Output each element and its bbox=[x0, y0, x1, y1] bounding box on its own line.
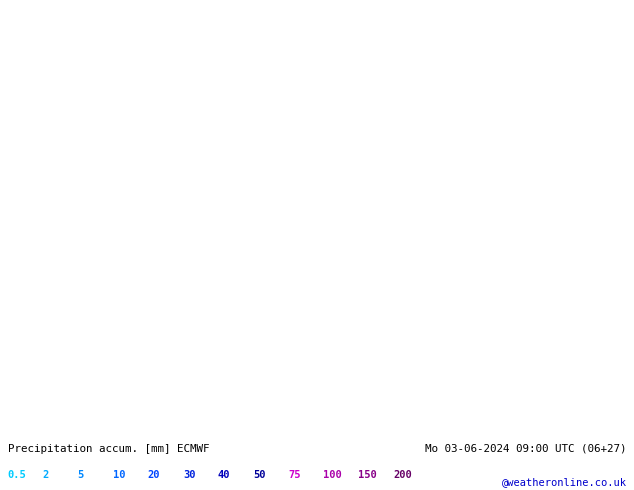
Text: 50: 50 bbox=[253, 470, 266, 480]
Text: 100: 100 bbox=[323, 470, 342, 480]
Text: 40: 40 bbox=[218, 470, 230, 480]
Text: 150: 150 bbox=[358, 470, 377, 480]
Text: 200: 200 bbox=[393, 470, 412, 480]
Text: Mo 03-06-2024 09:00 UTC (06+27): Mo 03-06-2024 09:00 UTC (06+27) bbox=[425, 444, 626, 454]
Text: 2: 2 bbox=[42, 470, 49, 480]
Text: 20: 20 bbox=[148, 470, 160, 480]
Text: 75: 75 bbox=[288, 470, 301, 480]
Text: Precipitation accum. [mm] ECMWF: Precipitation accum. [mm] ECMWF bbox=[8, 444, 209, 454]
Text: 0.5: 0.5 bbox=[8, 470, 27, 480]
Text: 5: 5 bbox=[78, 470, 84, 480]
Text: 30: 30 bbox=[183, 470, 195, 480]
Text: 10: 10 bbox=[113, 470, 126, 480]
Text: @weatheronline.co.uk: @weatheronline.co.uk bbox=[501, 477, 626, 487]
